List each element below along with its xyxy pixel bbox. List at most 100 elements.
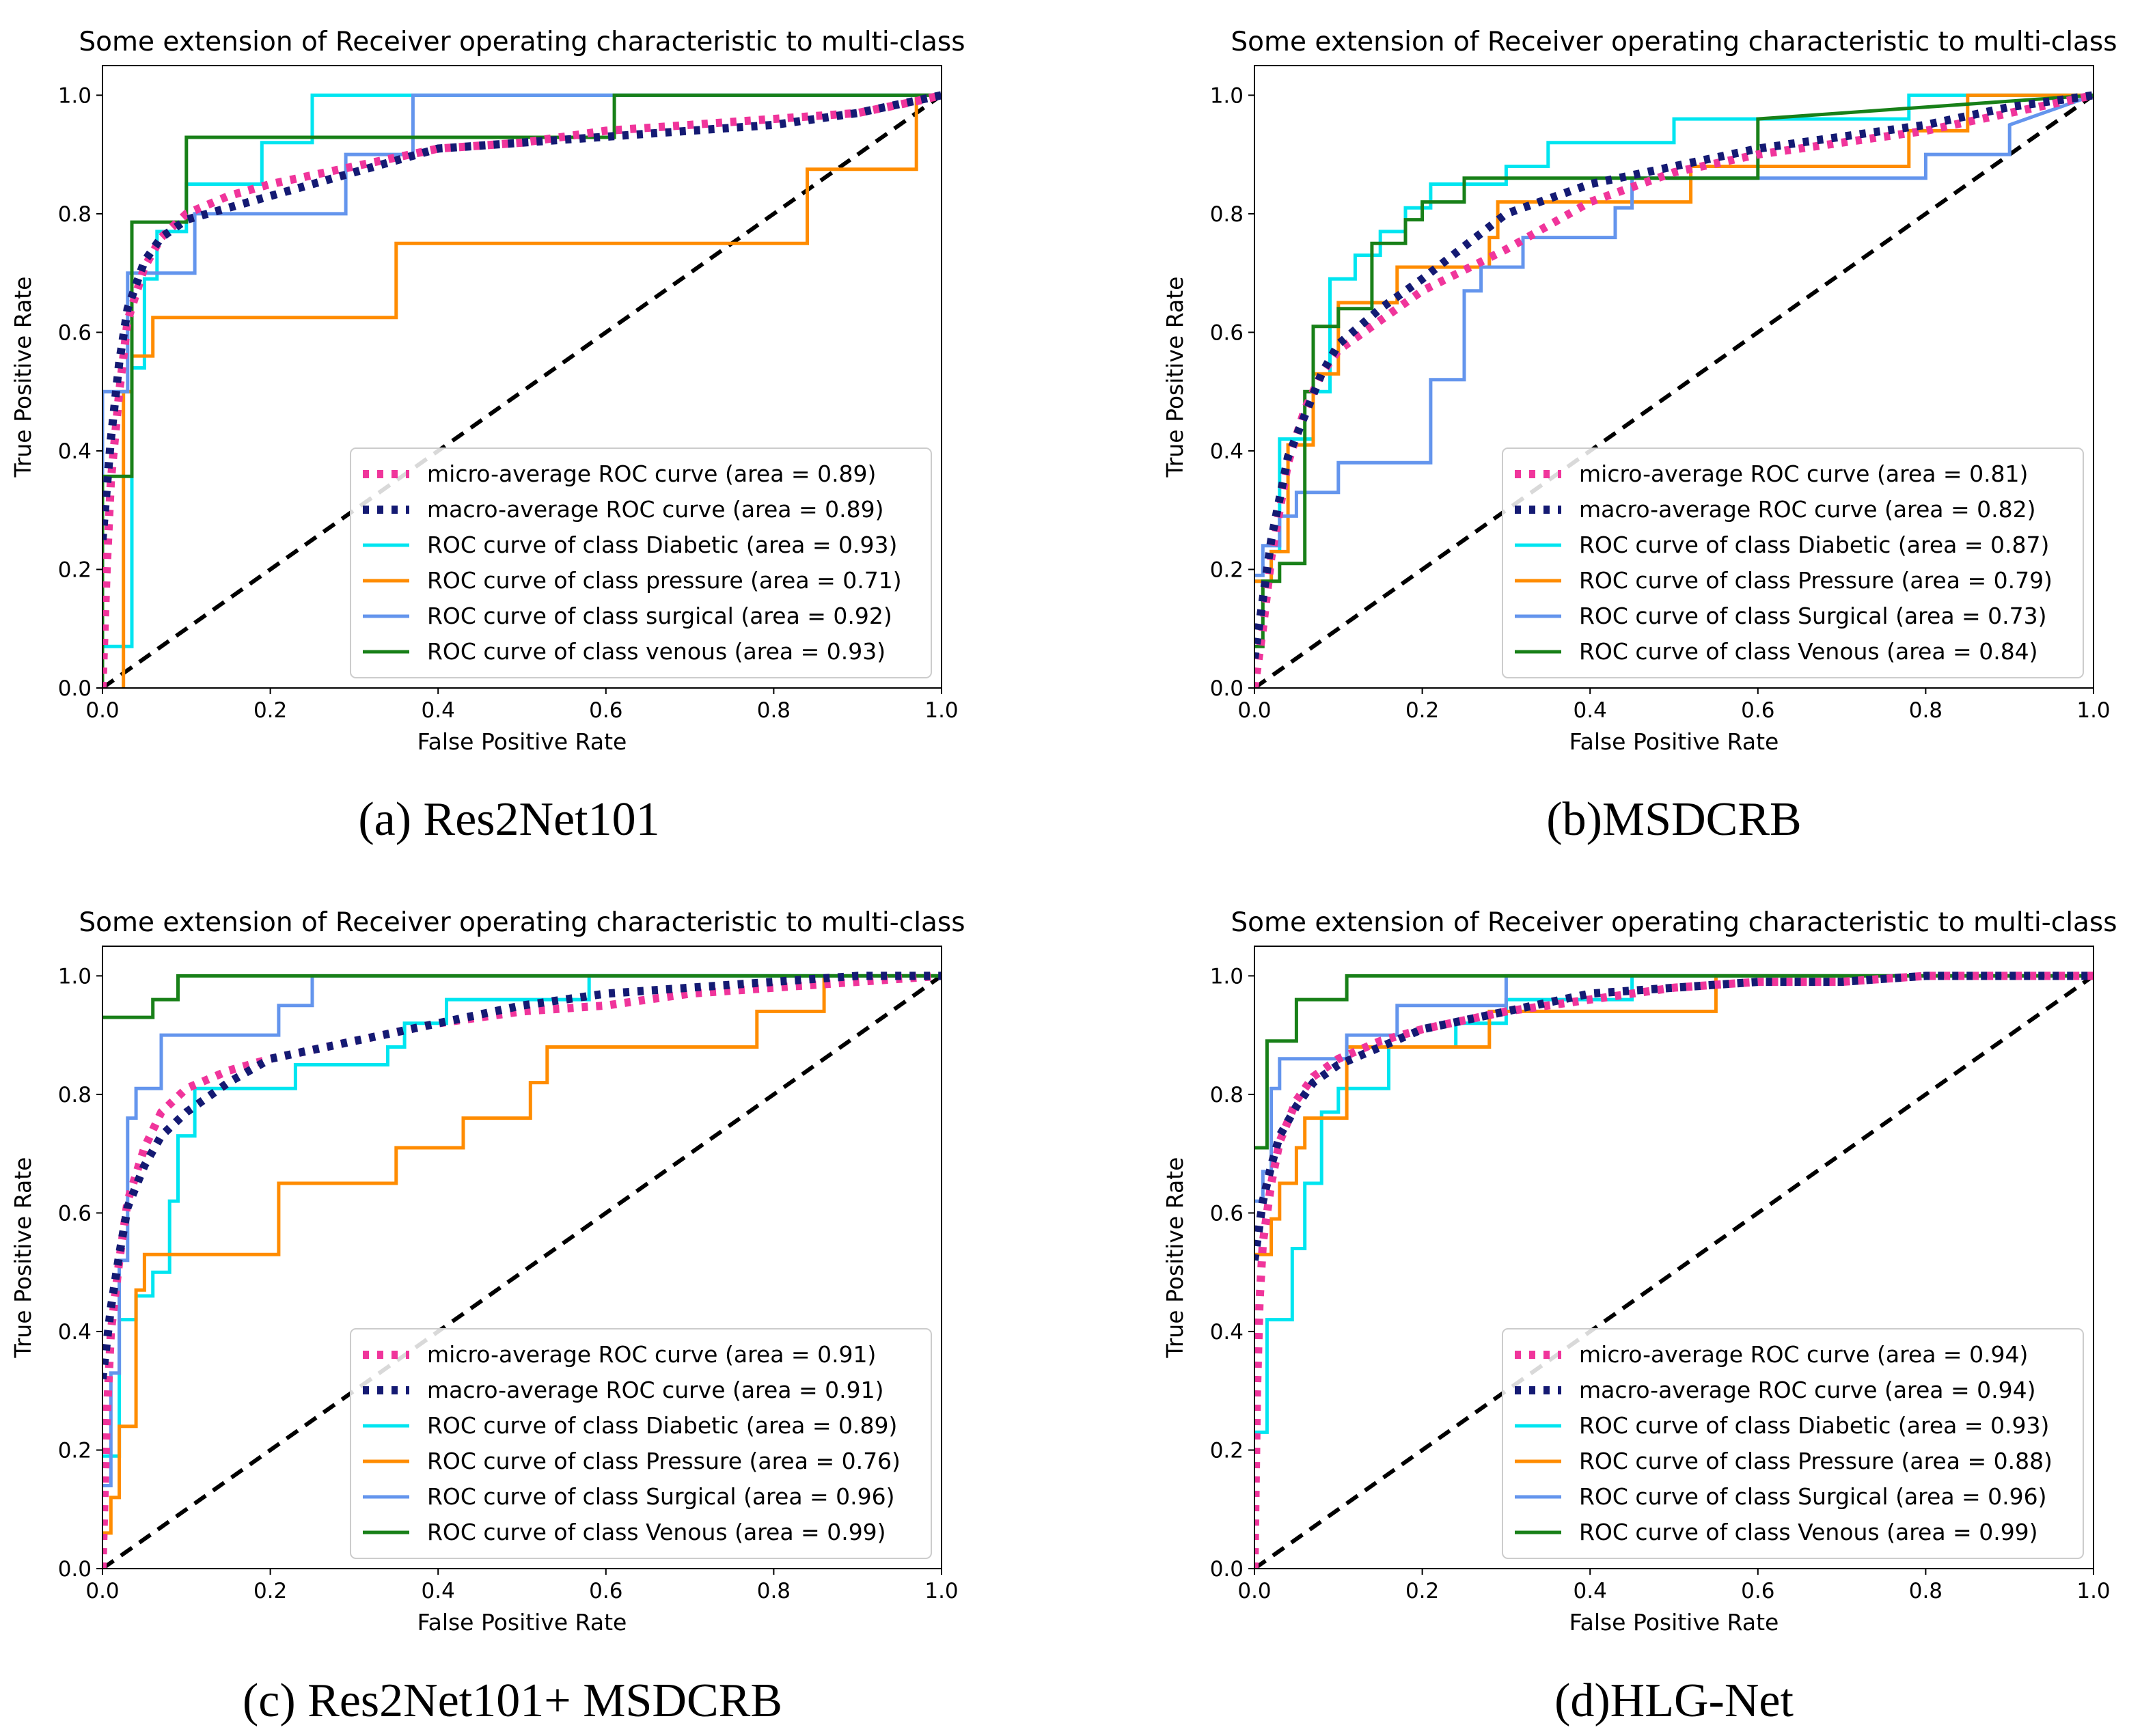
- series-pressure-line: [1254, 93, 2094, 583]
- curves: [1254, 91, 2094, 688]
- x-tick-label: 0.0: [1237, 698, 1271, 723]
- legend-label-micro: micro-average ROC curve (area = 0.81): [1579, 460, 2028, 487]
- x-tick-label: 1.0: [2076, 1579, 2110, 1603]
- legend-box: [350, 1328, 932, 1559]
- legend-label-venous: ROC curve of class Venous (area = 0.99): [427, 1519, 886, 1545]
- legend-label-diabetic: ROC curve of class Diabetic (area = 0.87…: [1579, 532, 2049, 558]
- legend-label-macro: macro-average ROC curve (area = 0.94): [1579, 1377, 2035, 1403]
- legend-label-diabetic: ROC curve of class Diabetic (area = 0.93…: [427, 532, 897, 558]
- y-tick-label: 0.0: [1210, 676, 1244, 701]
- caption-a: (a) Res2Net101: [358, 793, 659, 846]
- legend-label-diabetic: ROC curve of class Diabetic (area = 0.89…: [427, 1412, 897, 1439]
- series-pressure-line: [1254, 974, 2094, 1256]
- chart-title: Some extension of Receiver operating cha…: [1231, 27, 2117, 57]
- chance-line: [1254, 93, 2094, 688]
- x-axis-label: False Positive Rate: [417, 728, 627, 755]
- x-tick-label: 0.6: [1741, 698, 1774, 723]
- legend-label-pressure: ROC curve of class pressure (area = 0.71…: [427, 567, 902, 594]
- y-tick-label: 0.0: [58, 1557, 92, 1582]
- panel-b: Some extension of Receiver operating cha…: [1162, 27, 2117, 755]
- series-pressure-line: [102, 974, 942, 1535]
- plot-frame: [1254, 946, 2094, 1569]
- y-tick-label: 0.8: [58, 1083, 92, 1107]
- x-tick-label: 0.0: [85, 1579, 119, 1603]
- y-axis-label: True Positive Rate: [10, 1157, 36, 1359]
- y-axis-label: True Positive Rate: [1162, 1157, 1188, 1359]
- legend-label-pressure: ROC curve of class Pressure (area = 0.88…: [1579, 1448, 2053, 1474]
- y-tick-label: 0.4: [1210, 1320, 1244, 1345]
- series-surgical-line: [1254, 94, 2094, 577]
- plot-frame: [102, 946, 942, 1569]
- legend-box: [350, 447, 932, 678]
- chart-title: Some extension of Receiver operating cha…: [79, 907, 965, 938]
- y-tick-label: 0.2: [1210, 1438, 1244, 1463]
- y-tick-label: 0.8: [1210, 202, 1244, 227]
- series-venous-line: [1254, 974, 2094, 1150]
- legend-label-micro: micro-average ROC curve (area = 0.89): [427, 460, 876, 487]
- x-tick-label: 0.4: [1574, 1579, 1607, 1603]
- curves: [102, 91, 942, 688]
- legend: micro-average ROC curve (area = 0.89) mac…: [350, 447, 932, 678]
- curves: [1254, 972, 2094, 1569]
- y-tick-label: 0.0: [1210, 1557, 1244, 1582]
- y-axis-label: True Positive Rate: [10, 277, 36, 478]
- panel-c: Some extension of Receiver operating cha…: [10, 907, 965, 1636]
- panel-a: Some extension of Receiver operating cha…: [10, 27, 965, 755]
- plot-frame: [1254, 65, 2094, 689]
- chart-title: Some extension of Receiver operating cha…: [79, 27, 965, 57]
- x-tick-label: 0.0: [85, 698, 119, 723]
- curves: [102, 972, 942, 1569]
- chance-line: [102, 93, 942, 688]
- legend-box: [1502, 447, 2084, 678]
- series-surgical-line: [102, 974, 942, 1487]
- x-tick-label: 0.4: [1574, 698, 1607, 723]
- y-tick-label: 0.2: [58, 557, 92, 582]
- y-tick-label: 1.0: [1210, 83, 1244, 108]
- x-tick-label: 0.2: [1405, 698, 1439, 723]
- y-tick-label: 0.2: [1210, 557, 1244, 582]
- legend-label-macro: macro-average ROC curve (area = 0.82): [1579, 496, 2035, 523]
- y-tick-label: 0.4: [1210, 439, 1244, 464]
- x-tick-label: 0.4: [422, 698, 455, 723]
- legend-label-venous: ROC curve of class Venous (area = 0.84): [1579, 638, 2038, 665]
- legend-label-pressure: ROC curve of class Pressure (area = 0.76…: [427, 1448, 901, 1474]
- legend: micro-average ROC curve (area = 0.81) mac…: [1502, 447, 2084, 678]
- series-macro-line: [1254, 972, 2094, 1261]
- chance-line: [102, 974, 942, 1569]
- y-tick-label: 1.0: [1210, 964, 1244, 989]
- legend-label-venous: ROC curve of class Venous (area = 0.99): [1579, 1519, 2038, 1545]
- x-tick-label: 0.2: [253, 698, 287, 723]
- x-tick-label: 1.0: [924, 698, 958, 723]
- x-tick-label: 0.6: [1741, 1579, 1774, 1603]
- series-diabetic-line: [102, 93, 942, 688]
- x-axis-label: False Positive Rate: [1569, 1609, 1779, 1636]
- chart-title: Some extension of Receiver operating cha…: [1231, 907, 2117, 938]
- y-tick-label: 0.4: [58, 1320, 92, 1345]
- x-tick-label: 1.0: [924, 1579, 958, 1603]
- legend: micro-average ROC curve (area = 0.91) mac…: [350, 1328, 932, 1559]
- series-venous-line: [102, 974, 942, 1019]
- x-axis-label: False Positive Rate: [1569, 728, 1779, 755]
- y-tick-label: 0.6: [1210, 320, 1244, 345]
- legend-label-macro: macro-average ROC curve (area = 0.91): [427, 1377, 883, 1403]
- legend-label-surgical: ROC curve of class Surgical (area = 0.73…: [1579, 603, 2047, 629]
- series-macro-line: [1254, 91, 2094, 659]
- legend-label-micro: micro-average ROC curve (area = 0.94): [1579, 1341, 2028, 1368]
- x-tick-label: 0.6: [589, 1579, 622, 1603]
- series-micro-line: [1254, 972, 2094, 1569]
- x-axis-label: False Positive Rate: [417, 1609, 627, 1636]
- legend-label-pressure: ROC curve of class Pressure (area = 0.79…: [1579, 567, 2053, 594]
- plot-frame: [102, 65, 942, 689]
- y-tick-label: 0.8: [1210, 1083, 1244, 1107]
- x-tick-label: 0.0: [1237, 1579, 1271, 1603]
- x-tick-label: 0.8: [1909, 1579, 1943, 1603]
- series-diabetic-line: [1254, 974, 2094, 1434]
- caption-c: (c) Res2Net101+ MSDCRB: [243, 1675, 782, 1727]
- legend-label-macro: macro-average ROC curve (area = 0.89): [427, 496, 883, 523]
- panel-d: Some extension of Receiver operating cha…: [1162, 907, 2117, 1636]
- y-tick-label: 0.6: [58, 320, 92, 345]
- legend-label-surgical: ROC curve of class Surgical (area = 0.96…: [1579, 1483, 2047, 1510]
- legend-label-surgical: ROC curve of class Surgical (area = 0.96…: [427, 1483, 895, 1510]
- x-tick-label: 0.8: [757, 698, 791, 723]
